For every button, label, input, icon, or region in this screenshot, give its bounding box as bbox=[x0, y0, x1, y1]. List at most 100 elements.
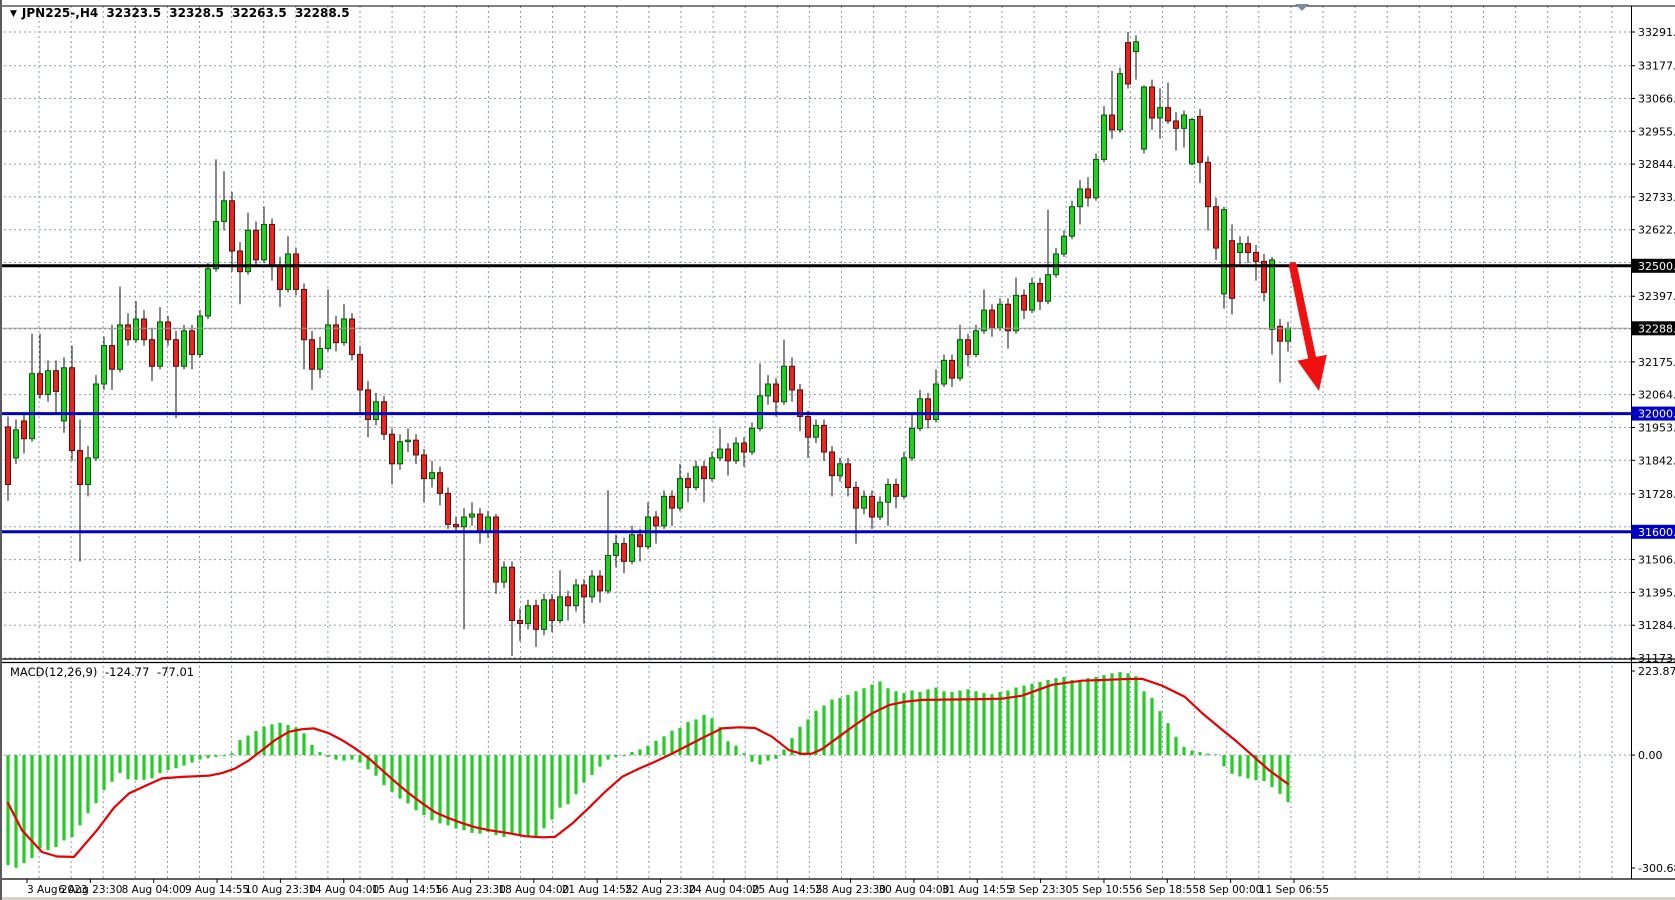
candle-body bbox=[1277, 325, 1283, 342]
candle bbox=[1173, 112, 1179, 151]
candle-body bbox=[797, 389, 803, 418]
candle bbox=[581, 579, 587, 624]
price-scale-background bbox=[1631, 0, 1675, 900]
candle-body bbox=[813, 424, 819, 438]
candle-body bbox=[869, 495, 875, 518]
candle-body bbox=[317, 348, 323, 370]
candle-body bbox=[1149, 86, 1155, 119]
candle-body bbox=[349, 318, 355, 355]
candle-body bbox=[573, 584, 579, 607]
candle-body bbox=[53, 370, 59, 392]
candle-body bbox=[717, 448, 723, 459]
candle bbox=[53, 360, 59, 414]
candle-body bbox=[781, 365, 787, 403]
candle bbox=[677, 463, 683, 512]
candle bbox=[997, 298, 1003, 331]
candle bbox=[413, 434, 419, 464]
candle bbox=[1117, 67, 1123, 133]
candle bbox=[941, 354, 947, 387]
candle bbox=[1133, 35, 1139, 80]
annotations-layer[interactable] bbox=[1289, 4, 1327, 391]
candle-body bbox=[117, 324, 123, 370]
candle bbox=[21, 413, 27, 454]
candle bbox=[741, 437, 747, 467]
candle bbox=[133, 301, 139, 343]
candle bbox=[853, 481, 859, 544]
candle bbox=[173, 330, 179, 419]
horizontal-lines-layer[interactable] bbox=[2, 264, 1631, 534]
candle bbox=[165, 316, 171, 346]
candle bbox=[309, 330, 315, 390]
candle bbox=[1069, 200, 1075, 240]
candle bbox=[1285, 321, 1291, 352]
price-tick-label: 31506.0 bbox=[1638, 554, 1675, 567]
candle bbox=[565, 590, 571, 621]
candle bbox=[821, 419, 827, 461]
candle bbox=[1269, 256, 1275, 355]
price-scale[interactable]: 33291.0 33177.0 33066.0 32955.0 32844.0 32733… bbox=[1631, 26, 1675, 875]
price-level-label-box bbox=[1632, 258, 1675, 273]
candle-body bbox=[1253, 251, 1259, 262]
candle-body bbox=[229, 200, 235, 252]
candle-body bbox=[421, 454, 427, 480]
candle bbox=[197, 310, 203, 358]
candle-body bbox=[829, 451, 835, 477]
candle bbox=[621, 537, 627, 574]
candle bbox=[429, 460, 435, 488]
candle bbox=[805, 410, 811, 458]
candle-body bbox=[85, 457, 91, 486]
candle-body bbox=[725, 448, 731, 462]
candle bbox=[349, 313, 355, 361]
candle-body bbox=[1141, 86, 1147, 150]
time-tick-label: 9 Aug 14:55 bbox=[185, 884, 249, 896]
candle-body bbox=[949, 359, 955, 379]
symbol-info[interactable]: ▼ JPN225-,H4 32323.5 32328.5 32263.5 3228… bbox=[10, 6, 354, 20]
quote-high: 32328.5 bbox=[169, 6, 224, 20]
candle-body bbox=[1229, 240, 1235, 299]
candle bbox=[597, 570, 603, 603]
candle bbox=[453, 517, 459, 532]
candle-body bbox=[389, 433, 395, 465]
candle-body bbox=[1085, 188, 1091, 199]
candle-body bbox=[37, 373, 43, 395]
candle bbox=[269, 218, 275, 281]
candle bbox=[237, 242, 243, 305]
candle-body bbox=[533, 605, 539, 630]
candle-body bbox=[141, 318, 147, 341]
price-tick-label: 32064.0 bbox=[1638, 389, 1675, 402]
candle bbox=[541, 593, 547, 636]
candle bbox=[1013, 277, 1019, 334]
candle-body bbox=[1269, 259, 1275, 330]
candle-body bbox=[157, 321, 163, 367]
symbol-dropdown-icon[interactable]: ▼ bbox=[10, 9, 17, 19]
candle bbox=[1245, 236, 1251, 263]
trend-arrow-head[interactable] bbox=[1297, 354, 1327, 391]
trend-arrow-shaft[interactable] bbox=[1289, 262, 1318, 368]
candle bbox=[261, 206, 267, 263]
candle bbox=[1261, 253, 1267, 302]
candle-body bbox=[1077, 188, 1083, 208]
candle-body bbox=[661, 495, 667, 527]
price-tick-label: 32733.0 bbox=[1638, 191, 1675, 204]
candle bbox=[229, 191, 235, 272]
candles-layer bbox=[5, 32, 1291, 656]
candle-body bbox=[589, 575, 595, 598]
candle-body bbox=[437, 472, 443, 494]
candle-body bbox=[1093, 158, 1099, 199]
candle-body bbox=[549, 599, 555, 621]
candle bbox=[77, 419, 83, 562]
candle bbox=[661, 490, 667, 529]
price-level-label: 32288.5 bbox=[1638, 322, 1675, 335]
candle-body bbox=[5, 426, 11, 486]
candle-body bbox=[981, 309, 987, 332]
candle bbox=[37, 333, 43, 399]
candle-body bbox=[453, 523, 459, 528]
candle-body bbox=[837, 463, 843, 477]
time-tick-label: 15 Aug 14:55 bbox=[372, 884, 443, 896]
macd-indicator-label: MACD(12,26,9) -124.77 -77.01 bbox=[10, 665, 198, 679]
candle-body bbox=[333, 324, 339, 344]
candle-body bbox=[1165, 107, 1171, 122]
